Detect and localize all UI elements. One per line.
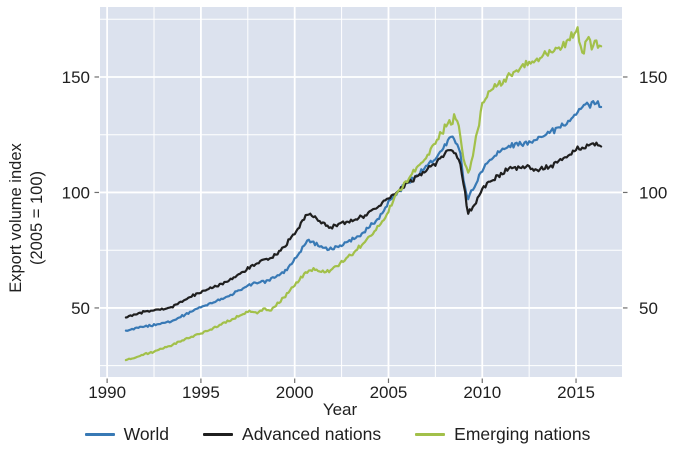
x-axis-title: Year: [322, 400, 358, 419]
y-tick-label-right: 100: [639, 183, 667, 202]
y-axis-title-line2: (2005 = 100): [28, 170, 47, 266]
legend-item-world: World: [84, 423, 170, 445]
y-tick-label-right: 150: [639, 68, 667, 87]
x-tick-label: 2005: [370, 383, 408, 402]
legend-swatch-emerging-nations: [415, 432, 446, 436]
x-tick-label: 1990: [88, 383, 126, 402]
y-tick-label-left: 150: [62, 68, 90, 87]
y-tick-label-right: 50: [639, 299, 658, 318]
x-tick-label: 1995: [182, 383, 220, 402]
series-line-emerging-nations: [124, 26, 603, 362]
legend-swatch-advanced-nations: [203, 432, 234, 436]
x-tick-label: 2010: [463, 383, 501, 402]
legend-label: Advanced nations: [242, 423, 382, 444]
legend-swatch-world: [84, 432, 115, 436]
x-tick-label: 2000: [276, 383, 314, 402]
legend-label: Emerging nations: [454, 423, 591, 444]
legend-label: World: [123, 423, 170, 444]
y-tick-label-left: 50: [71, 299, 90, 318]
y-tick-label-left: 100: [62, 183, 90, 202]
series-line-world: [124, 100, 603, 332]
legend-item-emerging-nations: Emerging nations: [415, 424, 590, 445]
series-line-advanced-nations: [124, 141, 603, 319]
legend-item-advanced-nations: Advanced nations: [203, 424, 381, 445]
legend: World Advanced nations Emerging nations: [0, 420, 675, 448]
x-tick-label: 2015: [557, 383, 595, 402]
y-axis-title: Export volume index (2005 = 100): [6, 108, 50, 328]
y-axis-title-line1: Export volume index: [7, 143, 25, 293]
